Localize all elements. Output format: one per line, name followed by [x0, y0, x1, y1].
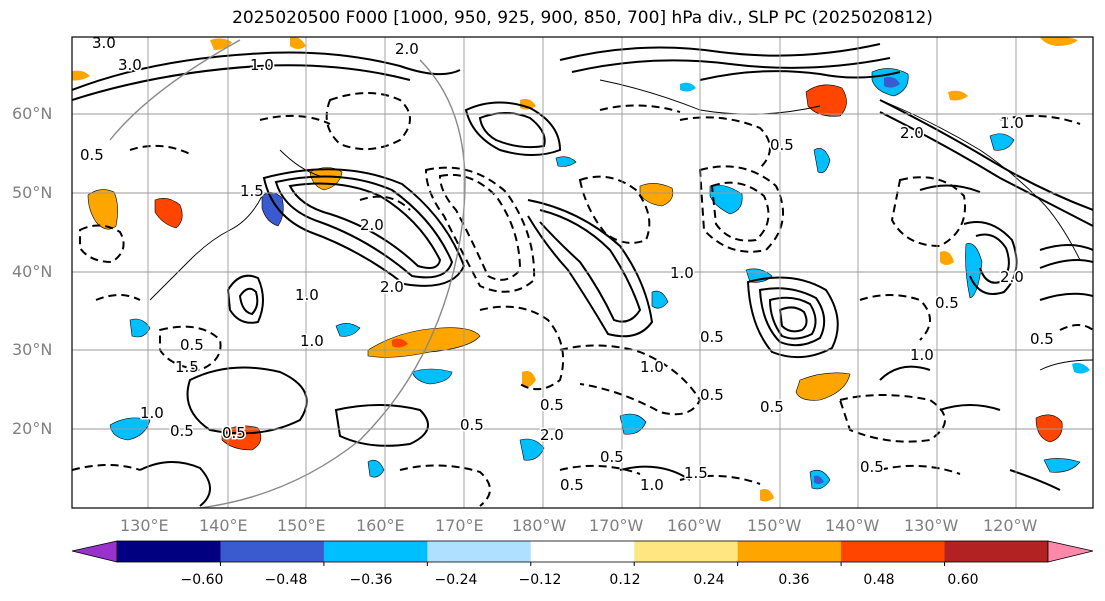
contour-label: 1.0 — [910, 346, 934, 364]
contour-label: 1.5 — [240, 182, 264, 200]
contour-label: 0.5 — [180, 336, 204, 354]
colorbar-tick-label: −0.12 — [518, 572, 562, 588]
colorbar-tick-label: −0.24 — [434, 572, 478, 588]
colorbar-segment — [323, 541, 428, 562]
colorbar-extend-low — [71, 540, 118, 563]
colorbar-segment — [634, 541, 739, 562]
lon-label-160e: 160°E — [356, 516, 405, 535]
contour-label: 2.0 — [380, 278, 404, 296]
contour-label: 2.0 — [1000, 268, 1024, 286]
lat-label-30n: 30°N — [12, 340, 53, 359]
great-circle-line — [193, 59, 466, 508]
lon-label-170e: 170°E — [435, 516, 484, 535]
lat-label-20n: 20°N — [12, 419, 53, 438]
colorbar-tick-label: 0.12 — [609, 572, 641, 588]
contour-label: 0.5 — [560, 476, 584, 494]
contour-label: 0.5 — [760, 398, 784, 416]
contour-label: 0.5 — [170, 422, 194, 440]
colorbar-tick-label: 0.24 — [693, 572, 725, 588]
colorbar-segment — [737, 541, 842, 562]
colorbar-tick-label: −0.36 — [349, 572, 393, 588]
colorbar-segment — [530, 541, 635, 562]
great-circle-arc — [109, 39, 241, 141]
colorbar-segment — [944, 541, 1049, 562]
colorbar-tick-label: −0.60 — [180, 572, 224, 588]
colorbar-extend-high — [1047, 540, 1094, 563]
contour-label: 0.5 — [540, 396, 564, 414]
lon-label-140e: 140°E — [199, 516, 248, 535]
contour-label: 1.0 — [1000, 114, 1024, 132]
lon-label-150e: 150°E — [277, 516, 326, 535]
contour-label: 1.0 — [140, 404, 164, 422]
contour-label: 1.0 — [250, 56, 274, 74]
contour-label: 0.5 — [1030, 330, 1054, 348]
colorbar-tick-label: 0.48 — [863, 572, 895, 588]
lon-label-150w: 150°W — [747, 516, 802, 535]
contour-label: 1.0 — [640, 476, 664, 494]
gridlines — [72, 37, 1093, 508]
contour-label: 3.0 — [118, 56, 142, 74]
lat-label-40n: 40°N — [12, 262, 53, 281]
contour-label: 3.0 — [92, 34, 116, 52]
lon-label-130e: 130°E — [120, 516, 169, 535]
contour-label: 1.0 — [300, 332, 324, 350]
contour-label: 2.0 — [540, 426, 564, 444]
colorbar-tick-label: 0.36 — [778, 572, 810, 588]
lat-label-50n: 50°N — [12, 183, 53, 202]
lon-label-160w: 160°W — [667, 516, 722, 535]
contour-label: 0.5 — [770, 136, 794, 154]
contour-label: 1.5 — [684, 464, 708, 482]
contour-label: 1.5 — [175, 358, 199, 376]
contour-label: 0.5 — [80, 146, 104, 164]
contour-label: 0.5 — [700, 386, 724, 404]
colorbar-segment — [220, 541, 325, 562]
lon-label-130w: 130°W — [904, 516, 959, 535]
lon-label-140w: 140°W — [825, 516, 880, 535]
colorbar-tick-label: 0.60 — [947, 572, 979, 588]
contour-label: 2.0 — [395, 40, 419, 58]
contour-label: 0.5 — [460, 416, 484, 434]
contour-label: 1.0 — [640, 358, 664, 376]
contour-label: 2.0 — [360, 216, 384, 234]
contour-label: 0.5 — [860, 458, 884, 476]
lon-label-180w: 180°W — [512, 516, 567, 535]
contour-labels: 3.03.0 1.0 2.0 0.5 1.5 2.0 2.0 1.0 0.5 1.5 1.0 0.5 0… — [79, 34, 1056, 496]
map-frame — [71, 36, 1094, 509]
contour-label: 0.5 — [222, 424, 246, 442]
contour-label: 1.0 — [670, 264, 694, 282]
colorbar-tick-label: −0.48 — [264, 572, 308, 588]
contour-label: 0.5 — [700, 328, 724, 346]
lon-label-170w: 170°W — [589, 516, 644, 535]
colorbar — [71, 540, 1094, 566]
lat-label-60n: 60°N — [12, 104, 53, 123]
lon-label-120w: 120°W — [983, 516, 1038, 535]
colorbar-segment — [841, 541, 946, 562]
colorbar-segment — [117, 541, 221, 562]
map-title: 2025020500 F000 [1000, 950, 925, 900, 85… — [232, 8, 933, 28]
map-field-layer: 3.03.0 1.0 2.0 0.5 1.5 2.0 2.0 1.0 0.5 1.5 1.0 0.5 0… — [72, 34, 1093, 508]
colorbar-segment — [427, 541, 532, 562]
contour-label: 1.0 — [295, 286, 319, 304]
contour-label: 0.5 — [600, 448, 624, 466]
contour-label: 2.0 — [900, 124, 924, 142]
contours-solid — [72, 43, 1093, 507]
coastlines — [149, 79, 1093, 371]
contour-label: 0.5 — [935, 294, 959, 312]
